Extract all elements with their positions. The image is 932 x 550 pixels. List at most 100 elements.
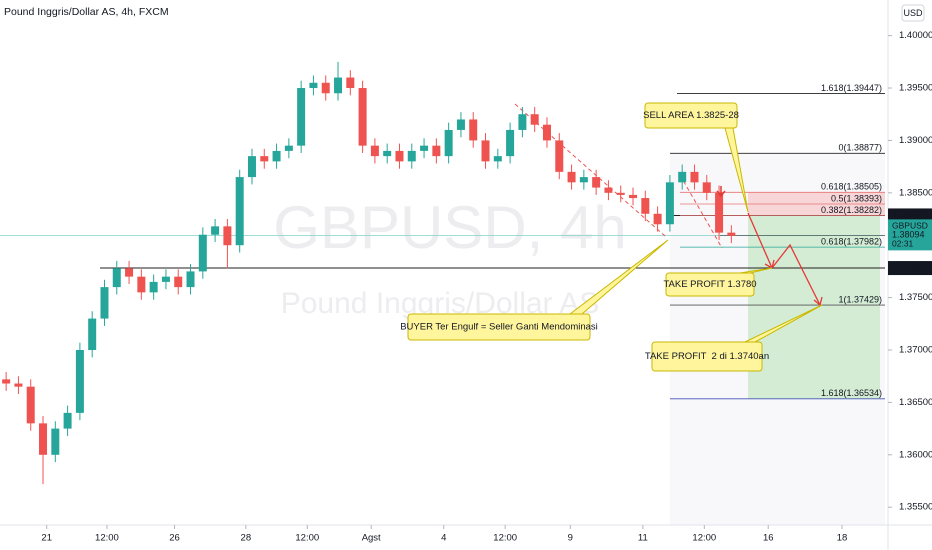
candle-body bbox=[260, 156, 269, 162]
candle bbox=[567, 164, 576, 190]
candle-body bbox=[542, 124, 551, 141]
candle bbox=[198, 227, 207, 279]
x-tick-label: 16 bbox=[763, 533, 774, 544]
x-tick-label: 4 bbox=[441, 533, 446, 544]
candle bbox=[555, 133, 564, 180]
candle-body bbox=[149, 281, 158, 293]
candle-body bbox=[629, 194, 638, 199]
candle-body bbox=[137, 276, 146, 293]
candle-body bbox=[297, 88, 306, 146]
currency-button[interactable] bbox=[901, 4, 925, 22]
candle bbox=[186, 264, 195, 295]
candle bbox=[334, 61, 343, 101]
overlay: SELL AREA 1.3825-28 TAKE PROFIT 1.3780 TAK… bbox=[400, 102, 823, 372]
candle-body bbox=[690, 171, 699, 183]
candle-body bbox=[26, 386, 35, 424]
candle bbox=[727, 225, 736, 244]
x-tick-label: 26 bbox=[169, 533, 180, 544]
callout-text: TAKE PROFIT 2 di 1.3740an bbox=[645, 351, 769, 362]
last-price-tag bbox=[888, 219, 932, 251]
candle-body bbox=[14, 383, 23, 387]
y-tick-label: 1.38500 bbox=[899, 187, 932, 198]
candle bbox=[518, 106, 527, 138]
candle-body bbox=[456, 119, 465, 130]
callout-text: SELL AREA 1.3825-28 bbox=[643, 110, 739, 121]
chart-title: Pound Inggris/Dollar AS, 4h, FXCM bbox=[4, 6, 169, 18]
candle-body bbox=[370, 145, 379, 157]
candle-body bbox=[198, 234, 207, 272]
candle bbox=[39, 416, 48, 485]
callout-box bbox=[651, 341, 763, 372]
candle bbox=[88, 311, 97, 358]
candle-body bbox=[223, 226, 232, 246]
projection-arrow bbox=[747, 212, 821, 306]
candle bbox=[2, 372, 11, 391]
sell-arrow bbox=[716, 186, 726, 198]
candle-body bbox=[39, 423, 48, 455]
last-price-countdown: 02:31 bbox=[892, 239, 914, 249]
candle bbox=[665, 175, 674, 232]
candle-body bbox=[346, 77, 355, 89]
buyer-callout: BUYER Ter Engulf = Seller Ganti Mendomin… bbox=[400, 239, 669, 341]
candle bbox=[506, 122, 515, 164]
trend-line bbox=[514, 103, 666, 237]
candle-body bbox=[334, 77, 343, 94]
x-tick-label: 18 bbox=[837, 533, 848, 544]
y-tick-label: 1.40000 bbox=[899, 30, 932, 41]
candle bbox=[346, 70, 355, 96]
fib-label: 0.382(1.38282) bbox=[821, 205, 882, 215]
axes: 21 12:00 26 28 12:00 Agst 4 12:00 9 11 12:00 16 18 1.… bbox=[41, 30, 932, 544]
plot: 1.618(1.39447)0(1.38877)0.618(1.38505)0.… bbox=[0, 61, 885, 485]
candle bbox=[112, 260, 121, 295]
candle bbox=[456, 112, 465, 138]
x-tick-label: 21 bbox=[41, 533, 52, 544]
candle-body bbox=[579, 177, 588, 183]
candle bbox=[444, 122, 453, 164]
candle bbox=[297, 80, 306, 153]
callout-box bbox=[665, 272, 755, 297]
candle-body bbox=[665, 182, 674, 225]
arrow-head bbox=[813, 296, 823, 307]
candle bbox=[690, 164, 699, 190]
x-tick-label: Agst bbox=[362, 533, 381, 544]
fib-label: 0.5(1.38393) bbox=[831, 193, 882, 203]
candle-body bbox=[530, 114, 539, 125]
candle-body bbox=[518, 114, 527, 130]
last-price-value: 1.38094 bbox=[892, 230, 925, 240]
candle-body bbox=[309, 82, 318, 89]
candle-body bbox=[100, 287, 109, 319]
y-tick-label: 1.36500 bbox=[899, 397, 932, 408]
candle-body bbox=[161, 276, 170, 282]
candle-body bbox=[444, 129, 453, 157]
candle-body bbox=[284, 145, 293, 151]
candle-body bbox=[555, 140, 564, 172]
candle bbox=[702, 175, 711, 201]
fib-label: 0.618(1.37982) bbox=[821, 236, 882, 246]
candle bbox=[407, 143, 416, 169]
candle-body bbox=[506, 129, 515, 157]
callout-box bbox=[407, 313, 591, 341]
price-tag-label: 1.38284 bbox=[892, 210, 927, 221]
candle-body bbox=[604, 187, 613, 193]
candle bbox=[530, 106, 539, 133]
x-tick-label: 12:00 bbox=[692, 533, 716, 544]
candle bbox=[542, 117, 551, 148]
take-profit-1-callout: TAKE PROFIT 1.3780 bbox=[663, 267, 773, 297]
y-tick-label: 1.39500 bbox=[899, 83, 932, 94]
candle-body bbox=[702, 182, 711, 193]
candle-body bbox=[592, 177, 601, 188]
candle bbox=[211, 219, 220, 243]
candle bbox=[370, 138, 379, 164]
candle bbox=[579, 169, 588, 190]
candle-body bbox=[420, 145, 429, 151]
candle bbox=[358, 80, 367, 153]
watermark-symbol: GBPUSD, 4h bbox=[273, 194, 626, 261]
currency-label[interactable]: USD bbox=[903, 8, 923, 18]
candle-body bbox=[235, 177, 244, 246]
candle-body bbox=[493, 156, 502, 162]
candle-body bbox=[395, 150, 404, 162]
candle-body bbox=[63, 412, 72, 429]
callout-box bbox=[644, 102, 738, 129]
candle bbox=[260, 148, 269, 169]
candle-body bbox=[51, 428, 60, 455]
